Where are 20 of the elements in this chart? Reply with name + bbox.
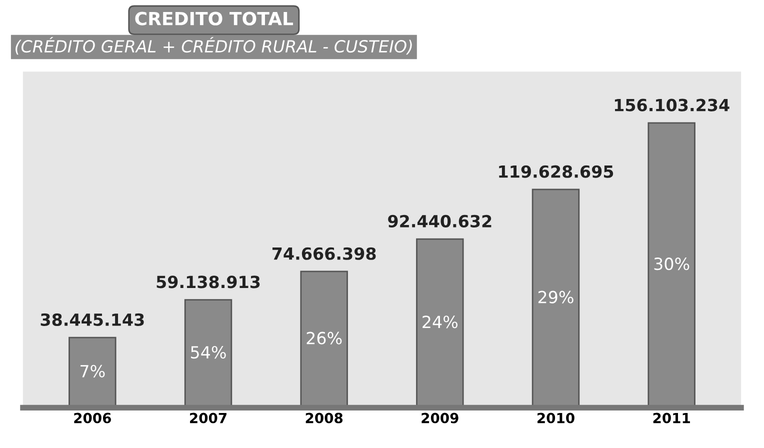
x-tick-label: 2007 [190,412,226,424]
x-tick-label: 2010 [538,412,574,424]
x-tick-label: 2009 [422,412,458,424]
data-label: 38.445.143 [40,313,144,326]
annotation: 29% [538,290,574,304]
data-label: 92.440.632 [388,214,492,228]
annotation: 24% [422,316,458,328]
chart-title: CREDITO TOTAL [135,12,294,26]
chart-subtitle: (CRÉDITO GERAL + CRÉDITO RURAL - CUSTEIO) [16,36,412,55]
x-tick-label: 2006 [74,412,111,424]
annotation: 26% [306,332,342,344]
data-label: 156.103.234 [614,98,730,112]
data-label: 74.666.398 [272,247,376,260]
data-label: 119.628.695 [499,165,614,178]
annotation: 54% [191,346,226,359]
x-tick-label: 2008 [306,412,343,424]
x-tick-label: 2011 [653,412,690,424]
annotation: 7% [80,364,105,378]
data-label: 59.138.913 [156,276,260,288]
annotation: 30% [654,258,690,270]
